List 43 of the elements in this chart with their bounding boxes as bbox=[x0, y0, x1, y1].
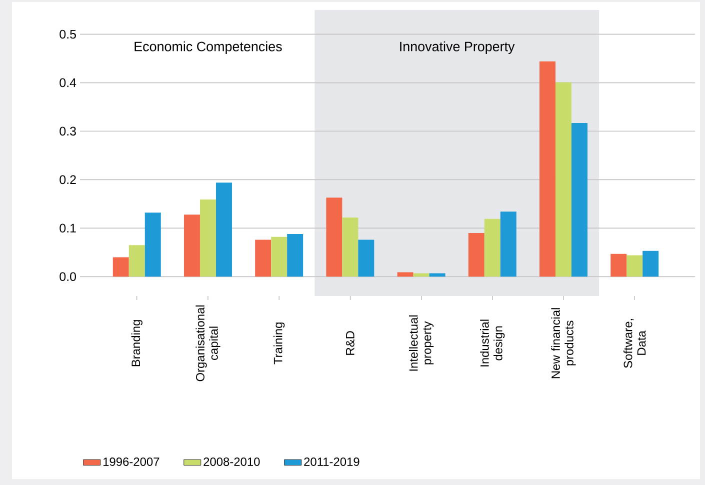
bar bbox=[539, 61, 556, 277]
bar bbox=[397, 272, 414, 277]
bar bbox=[112, 257, 129, 277]
bar bbox=[144, 212, 161, 277]
bar bbox=[610, 254, 627, 277]
bar bbox=[326, 198, 342, 277]
bar bbox=[287, 234, 304, 277]
band-label: Innovative Property bbox=[400, 41, 515, 54]
bar bbox=[216, 182, 232, 277]
bar bbox=[468, 232, 484, 277]
bar bbox=[571, 122, 588, 277]
y-tick-label: 0.4 bbox=[60, 78, 76, 88]
x-tick-label: New financial products bbox=[551, 308, 576, 378]
x-tick-label: R&D bbox=[346, 331, 354, 355]
x-tick-label: Intellectual property bbox=[408, 315, 434, 371]
bar bbox=[555, 82, 572, 277]
bar bbox=[128, 245, 145, 277]
x-tick-label: Organisational capital bbox=[196, 305, 220, 382]
x-tick-label: Branding bbox=[131, 320, 142, 366]
x-tick-label: Software, Data bbox=[623, 319, 646, 368]
x-tick-label: Training bbox=[274, 322, 285, 364]
y-tick-label: 0.2 bbox=[60, 175, 76, 184]
bar bbox=[184, 214, 200, 277]
bar bbox=[200, 200, 216, 277]
legend-label: 2008-2010 bbox=[204, 457, 260, 466]
bar bbox=[342, 217, 358, 277]
bar bbox=[429, 273, 446, 277]
bar bbox=[358, 240, 374, 277]
y-tick-label: 0.5 bbox=[60, 30, 76, 39]
bar bbox=[413, 273, 430, 277]
legend-label: 1996-2007 bbox=[103, 457, 160, 466]
x-tick-label: Industrial design bbox=[480, 320, 505, 366]
y-tick-label: 0.0 bbox=[60, 272, 76, 282]
annotation: Economic Competencies bbox=[134, 41, 282, 54]
y-tick-label: 0.1 bbox=[60, 224, 76, 233]
legend-label: 2011-2019 bbox=[304, 457, 360, 466]
bar bbox=[271, 236, 288, 277]
bar bbox=[500, 212, 516, 277]
bar bbox=[255, 240, 272, 277]
bar bbox=[642, 250, 659, 277]
bar bbox=[626, 255, 643, 277]
bar bbox=[484, 218, 500, 277]
y-tick-label: 0.3 bbox=[60, 126, 76, 136]
